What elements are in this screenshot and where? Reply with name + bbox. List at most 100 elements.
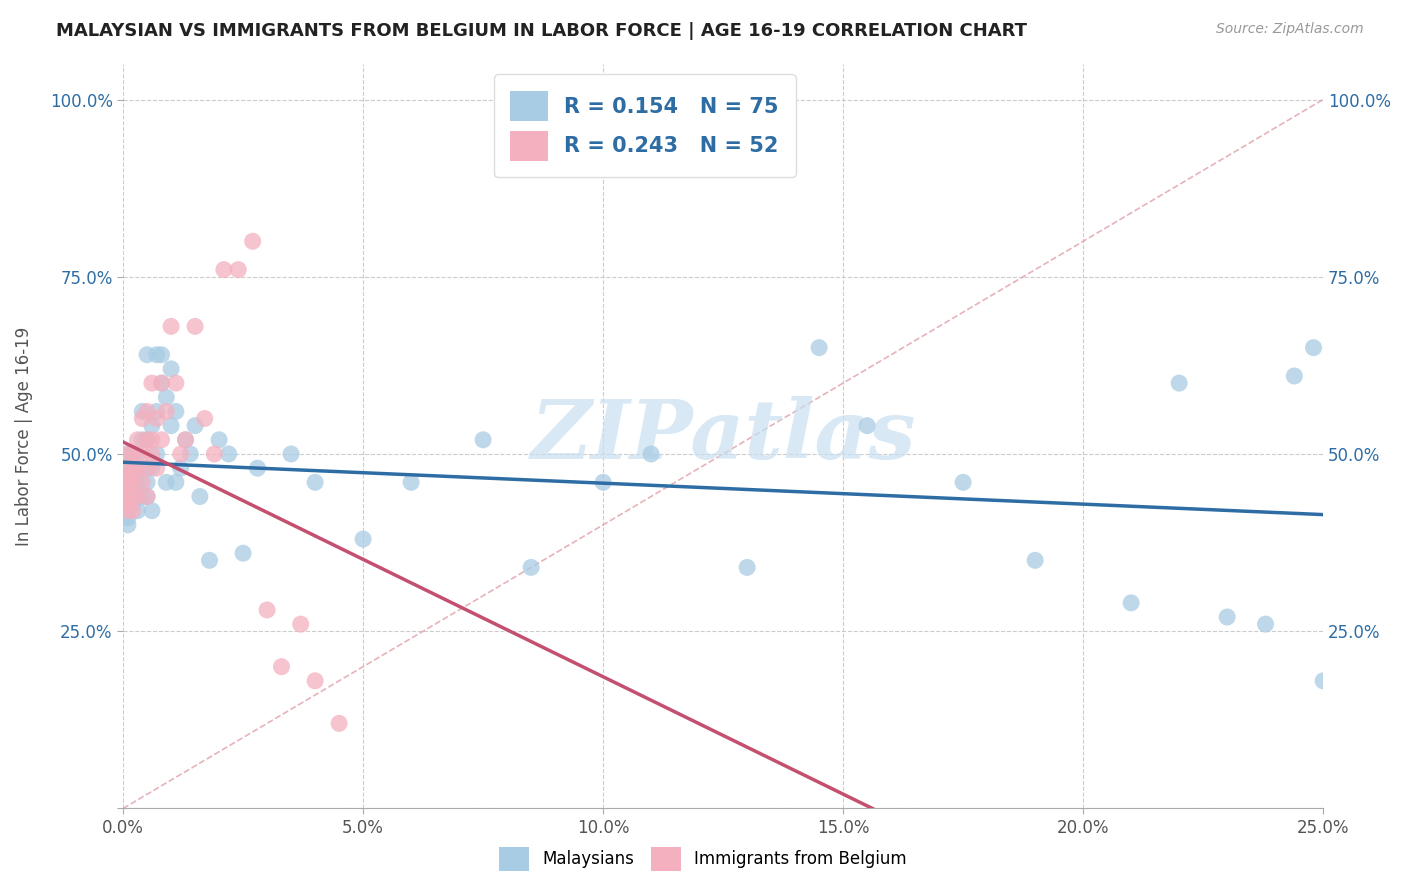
Point — [165, 475, 187, 490]
Point — [1024, 553, 1046, 567]
Y-axis label: In Labor Force | Age 16-19: In Labor Force | Age 16-19 — [15, 326, 32, 546]
Point — [117, 461, 139, 475]
Point — [141, 447, 163, 461]
Point — [121, 461, 143, 475]
Point — [174, 433, 197, 447]
Point — [127, 433, 149, 447]
Point — [117, 468, 139, 483]
Point — [141, 504, 163, 518]
Point — [280, 447, 302, 461]
Point — [127, 490, 149, 504]
Point — [121, 504, 143, 518]
Point — [117, 447, 139, 461]
Point — [256, 603, 278, 617]
Point — [179, 447, 201, 461]
Point — [242, 235, 264, 249]
Point — [117, 461, 139, 475]
Point — [160, 319, 183, 334]
Point — [808, 341, 831, 355]
Point — [290, 617, 312, 632]
Point — [270, 659, 292, 673]
Point — [856, 418, 879, 433]
Point — [155, 390, 177, 404]
Point — [131, 490, 153, 504]
Point — [127, 490, 149, 504]
Point — [127, 468, 149, 483]
Point — [352, 532, 374, 546]
Point — [145, 447, 167, 461]
Point — [160, 362, 183, 376]
Point — [136, 461, 159, 475]
Point — [232, 546, 254, 560]
Point — [117, 483, 139, 497]
Point — [952, 475, 974, 490]
Point — [141, 433, 163, 447]
Point — [145, 348, 167, 362]
Point — [150, 376, 173, 390]
Point — [150, 433, 173, 447]
Point — [136, 433, 159, 447]
Point — [145, 461, 167, 475]
Point — [246, 461, 269, 475]
Point — [117, 475, 139, 490]
Point — [131, 475, 153, 490]
Point — [117, 510, 139, 524]
Point — [121, 447, 143, 461]
Point — [145, 411, 167, 425]
Point — [131, 433, 153, 447]
Point — [131, 404, 153, 418]
Point — [198, 553, 221, 567]
Point — [136, 433, 159, 447]
Point — [202, 447, 225, 461]
Point — [121, 490, 143, 504]
Point — [1254, 617, 1277, 632]
Point — [1216, 610, 1239, 624]
Point — [165, 404, 187, 418]
Point — [304, 673, 326, 688]
Point — [117, 475, 139, 490]
Point — [155, 475, 177, 490]
Point — [141, 376, 163, 390]
Point — [145, 404, 167, 418]
Point — [117, 483, 139, 497]
Point — [520, 560, 543, 574]
Point — [208, 433, 231, 447]
Point — [141, 418, 163, 433]
Point — [170, 447, 193, 461]
Point — [117, 504, 139, 518]
Point — [117, 447, 139, 461]
Point — [184, 319, 207, 334]
Point — [117, 497, 139, 511]
Point — [117, 490, 139, 504]
Point — [127, 461, 149, 475]
Point — [141, 461, 163, 475]
Point — [121, 468, 143, 483]
Point — [1121, 596, 1143, 610]
Point — [592, 475, 614, 490]
Point — [399, 475, 422, 490]
Point — [188, 490, 211, 504]
Point — [194, 411, 217, 425]
Point — [155, 404, 177, 418]
Point — [136, 404, 159, 418]
Point — [117, 490, 139, 504]
Point — [1168, 376, 1191, 390]
Point — [127, 475, 149, 490]
Point — [121, 468, 143, 483]
Text: ZIPatlas: ZIPatlas — [530, 396, 915, 476]
Point — [174, 433, 197, 447]
Point — [117, 490, 139, 504]
Point — [121, 483, 143, 497]
Point — [1302, 341, 1324, 355]
Point — [160, 418, 183, 433]
Point — [136, 475, 159, 490]
Point — [121, 447, 143, 461]
Point — [117, 475, 139, 490]
Point — [127, 447, 149, 461]
Point — [117, 468, 139, 483]
Point — [127, 504, 149, 518]
Point — [150, 376, 173, 390]
Legend: Malaysians, Immigrants from Belgium: Malaysians, Immigrants from Belgium — [491, 839, 915, 880]
Point — [472, 433, 495, 447]
Point — [170, 461, 193, 475]
